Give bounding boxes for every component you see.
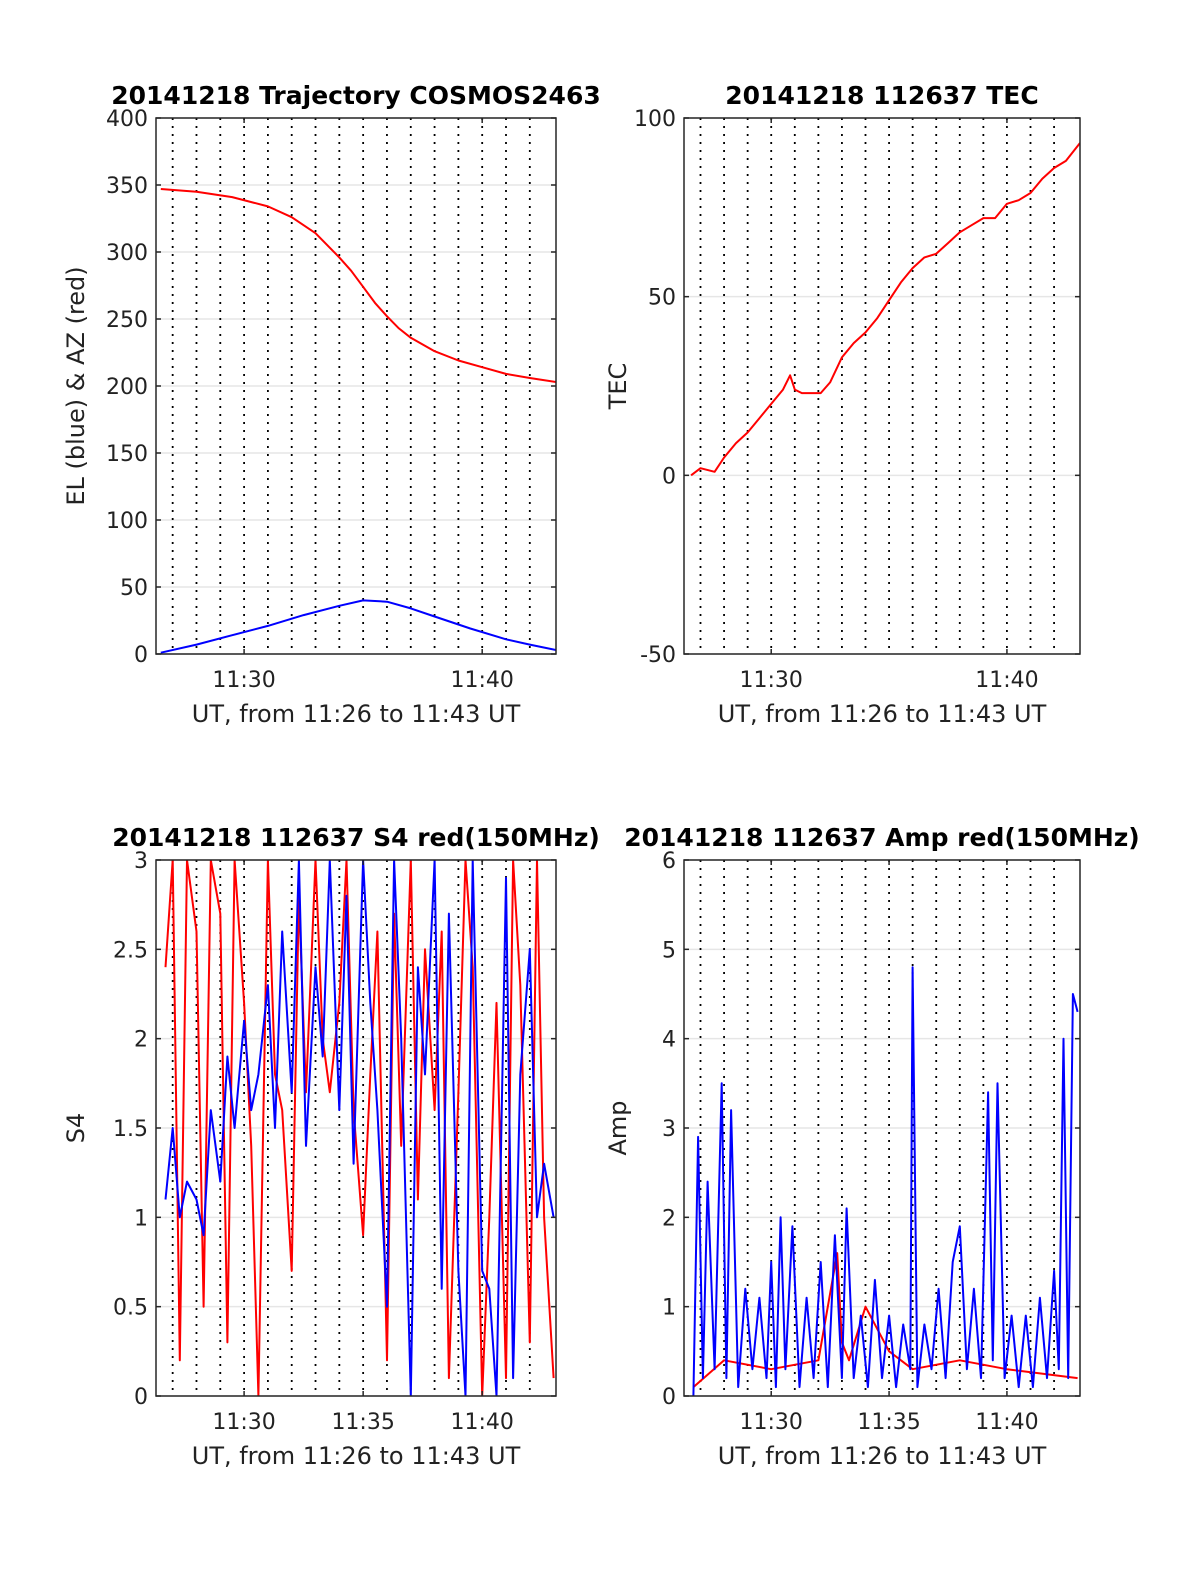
red-series-line [692, 1252, 1078, 1388]
y-axis-label: TEC [604, 363, 632, 411]
y-tick-label: 300 [106, 241, 148, 266]
x-axis-label: UT, from 11:26 to 11:43 UT [192, 700, 521, 728]
y-tick-label: -50 [640, 643, 676, 668]
chart-title: 20141218 112637 TEC [725, 81, 1038, 110]
x-axis-label: UT, from 11:26 to 11:43 UT [718, 700, 1047, 728]
y-tick-label: 0 [662, 1385, 676, 1410]
chart-title: 20141218 Trajectory COSMOS2463 [111, 81, 601, 110]
x-tick-label: 11:30 [212, 1410, 275, 1435]
x-tick-label: 11:40 [975, 1410, 1038, 1435]
y-tick-label: 3 [662, 1117, 676, 1142]
red-series-line [164, 860, 555, 1396]
y-tick-label: 200 [106, 375, 148, 400]
y-tick-label: 0 [134, 1385, 148, 1410]
y-tick-label: 50 [120, 576, 148, 601]
y-tick-label: 2 [134, 1028, 148, 1053]
y-tick-label: 50 [648, 286, 676, 311]
y-tick-label: 100 [634, 107, 676, 132]
x-tick-label: 11:40 [450, 668, 513, 693]
y-tick-label: 1 [662, 1296, 676, 1321]
chart-title: 20141218 112637 Amp red(150MHz) [624, 823, 1140, 852]
blue-series-line [164, 860, 555, 1396]
y-tick-label: 250 [106, 308, 148, 333]
red-series-line [160, 188, 556, 383]
y-axis-label: EL (blue) & AZ (red) [62, 266, 90, 505]
axes-box [683, 117, 1081, 655]
trajectory-panel: 0 50 100 150 200 250 300 350 400 11:30 11:40 201412… [62, 81, 601, 728]
y-tick-label: 0 [662, 464, 676, 489]
y-tick-label: 1.5 [113, 1117, 148, 1142]
x-tick-label: 11:35 [857, 1410, 920, 1435]
y-tick-label: 4 [662, 1028, 676, 1053]
x-tick-label: 11:30 [740, 668, 803, 693]
y-tick-label: 2.5 [113, 938, 148, 963]
x-tick-label: 11:30 [212, 668, 275, 693]
x-tick-label: 11:30 [740, 1410, 803, 1435]
x-axis-label: UT, from 11:26 to 11:43 UT [718, 1442, 1047, 1470]
y-tick-label: 350 [106, 174, 148, 199]
y-tick-label: 0.5 [113, 1296, 148, 1321]
y-tick-label: 2 [662, 1206, 676, 1231]
s4-panel: 0 0.5 1 1.5 2 2.5 3 11:30 11:35 11:40 20141218 112… [62, 823, 600, 1470]
amp-panel: 0 1 2 3 4 5 6 11:30 11:35 11:40 20141218 112637 Am… [604, 823, 1140, 1470]
y-tick-label: 150 [106, 442, 148, 467]
tec-panel: -50 0 50 100 11:30 11:40 20141218 112637 TEC UT… [604, 81, 1081, 728]
y-axis-label: S4 [62, 1113, 90, 1144]
red-series-line [690, 142, 1080, 477]
x-axis-label: UT, from 11:26 to 11:43 UT [192, 1442, 521, 1470]
x-tick-label: 11:35 [331, 1410, 394, 1435]
chart-title: 20141218 112637 S4 red(150MHz) [112, 823, 600, 852]
y-tick-label: 0 [134, 643, 148, 668]
y-tick-label: 6 [662, 849, 676, 874]
x-tick-label: 11:40 [450, 1410, 513, 1435]
blue-series-line [692, 966, 1079, 1396]
y-tick-label: 3 [134, 849, 148, 874]
y-tick-label: 100 [106, 509, 148, 534]
blue-series-line [160, 599, 556, 654]
y-tick-label: 5 [662, 938, 676, 963]
x-tick-label: 11:40 [975, 668, 1038, 693]
y-tick-label: 1 [134, 1206, 148, 1231]
y-tick-label: 400 [106, 107, 148, 132]
y-axis-label: Amp [604, 1100, 632, 1155]
